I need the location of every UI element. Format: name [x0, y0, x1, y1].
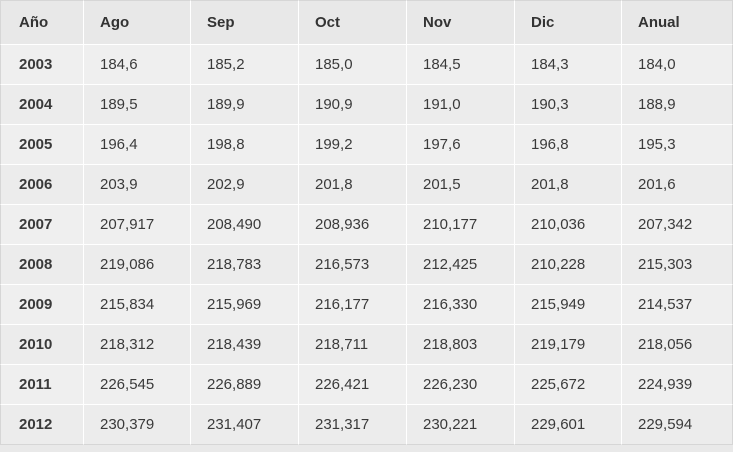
header-cell-year: Año: [0, 0, 84, 45]
table-cell-anual: 207,342: [622, 205, 733, 245]
table-cell-sep: 218,439: [191, 325, 299, 365]
table-cell-dic: 210,036: [515, 205, 622, 245]
table-cell-ago: 184,6: [84, 45, 191, 85]
header-cell-dic: Dic: [515, 0, 622, 45]
table-cell-ago: 226,545: [84, 365, 191, 405]
table-cell-dic: 184,3: [515, 45, 622, 85]
table-row: 2006 203,9 202,9 201,8 201,5 201,8 201,6: [0, 165, 733, 205]
table-cell-ago: 218,312: [84, 325, 191, 365]
table-cell-nov: 191,0: [407, 85, 515, 125]
table-cell-anual: 214,537: [622, 285, 733, 325]
table-cell-year: 2008: [0, 245, 84, 285]
table-cell-oct: 208,936: [299, 205, 407, 245]
header-cell-oct: Oct: [299, 0, 407, 45]
table-cell-anual: 215,303: [622, 245, 733, 285]
table-cell-anual: 218,056: [622, 325, 733, 365]
table-cell-sep: 226,889: [191, 365, 299, 405]
table-cell-nov: 184,5: [407, 45, 515, 85]
table-cell-nov: 216,330: [407, 285, 515, 325]
table-cell-year: 2010: [0, 325, 84, 365]
table-cell-year: 2005: [0, 125, 84, 165]
table-cell-anual: 229,594: [622, 405, 733, 445]
table-cell-dic: 210,228: [515, 245, 622, 285]
table-cell-year: 2007: [0, 205, 84, 245]
table-cell-ago: 203,9: [84, 165, 191, 205]
table-cell-sep: 189,9: [191, 85, 299, 125]
table-cell-ago: 230,379: [84, 405, 191, 445]
table-cell-nov: 230,221: [407, 405, 515, 445]
table-cell-sep: 218,783: [191, 245, 299, 285]
table-cell-dic: 201,8: [515, 165, 622, 205]
table-cell-oct: 218,711: [299, 325, 407, 365]
table-cell-sep: 208,490: [191, 205, 299, 245]
table-cell-sep: 231,407: [191, 405, 299, 445]
table-cell-ago: 207,917: [84, 205, 191, 245]
table-cell-anual: 195,3: [622, 125, 733, 165]
table-row: 2010 218,312 218,439 218,711 218,803 219,179 2…: [0, 325, 733, 365]
table-header: Año Ago Sep Oct Nov Dic Anual: [0, 0, 733, 45]
table-row: 2003 184,6 185,2 185,0 184,5 184,3 184,0: [0, 45, 733, 85]
table-cell-anual: 224,939: [622, 365, 733, 405]
table-cell-anual: 188,9: [622, 85, 733, 125]
table-cell-ago: 215,834: [84, 285, 191, 325]
header-cell-anual: Anual: [622, 0, 733, 45]
table-row: 2005 196,4 198,8 199,2 197,6 196,8 195,3: [0, 125, 733, 165]
table-cell-dic: 196,8: [515, 125, 622, 165]
table-cell-year: 2011: [0, 365, 84, 405]
table-row: 2004 189,5 189,9 190,9 191,0 190,3 188,9: [0, 85, 733, 125]
table-cell-year: 2006: [0, 165, 84, 205]
table-row: 2008 219,086 218,783 216,573 212,425 210,228 2…: [0, 245, 733, 285]
table-row: 2012 230,379 231,407 231,317 230,221 229,601 2…: [0, 405, 733, 445]
table-row: 2007 207,917 208,490 208,936 210,177 210,036 2…: [0, 205, 733, 245]
table-cell-year: 2004: [0, 85, 84, 125]
table-cell-year: 2009: [0, 285, 84, 325]
table-cell-sep: 215,969: [191, 285, 299, 325]
table-cell-oct: 216,177: [299, 285, 407, 325]
header-cell-nov: Nov: [407, 0, 515, 45]
table-cell-year: 2012: [0, 405, 84, 445]
table-cell-ago: 219,086: [84, 245, 191, 285]
table-row: 2009 215,834 215,969 216,177 216,330 215,949 2…: [0, 285, 733, 325]
table-cell-dic: 215,949: [515, 285, 622, 325]
table-cell-nov: 210,177: [407, 205, 515, 245]
table-row: 2011 226,545 226,889 226,421 226,230 225,672 2…: [0, 365, 733, 405]
table-cell-oct: 231,317: [299, 405, 407, 445]
header-row: Año Ago Sep Oct Nov Dic Anual: [0, 0, 733, 45]
table-body: 2003 184,6 185,2 185,0 184,5 184,3 184,0 2004 18…: [0, 45, 733, 445]
table-cell-dic: 229,601: [515, 405, 622, 445]
header-cell-ago: Ago: [84, 0, 191, 45]
table-cell-nov: 226,230: [407, 365, 515, 405]
table-cell-anual: 184,0: [622, 45, 733, 85]
table-cell-nov: 201,5: [407, 165, 515, 205]
table-cell-ago: 196,4: [84, 125, 191, 165]
table-cell-oct: 216,573: [299, 245, 407, 285]
table-cell-dic: 225,672: [515, 365, 622, 405]
table-cell-ago: 189,5: [84, 85, 191, 125]
table-cell-nov: 197,6: [407, 125, 515, 165]
table-cell-dic: 190,3: [515, 85, 622, 125]
table-cell-nov: 212,425: [407, 245, 515, 285]
table-cell-oct: 201,8: [299, 165, 407, 205]
table-cell-sep: 198,8: [191, 125, 299, 165]
table-cell-oct: 199,2: [299, 125, 407, 165]
table-cell-dic: 219,179: [515, 325, 622, 365]
table-cell-sep: 202,9: [191, 165, 299, 205]
table-cell-sep: 185,2: [191, 45, 299, 85]
table-cell-oct: 185,0: [299, 45, 407, 85]
table-cell-year: 2003: [0, 45, 84, 85]
table-cell-anual: 201,6: [622, 165, 733, 205]
header-cell-sep: Sep: [191, 0, 299, 45]
table-cell-oct: 190,9: [299, 85, 407, 125]
table-cell-oct: 226,421: [299, 365, 407, 405]
table-cell-nov: 218,803: [407, 325, 515, 365]
